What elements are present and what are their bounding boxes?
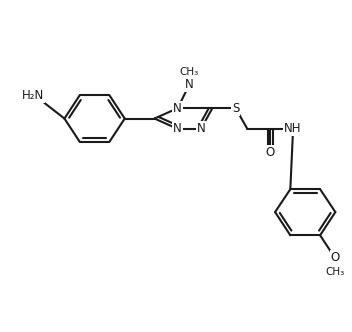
Text: N: N: [173, 102, 182, 115]
Text: CH₃: CH₃: [326, 267, 345, 277]
Text: O: O: [331, 251, 340, 264]
Text: O: O: [266, 146, 275, 159]
Text: N: N: [173, 123, 182, 135]
Text: NH: NH: [284, 123, 302, 135]
Text: N: N: [185, 78, 194, 91]
Text: N: N: [196, 123, 205, 135]
Text: S: S: [232, 102, 239, 115]
Text: H₂N: H₂N: [22, 89, 44, 102]
Text: CH₃: CH₃: [180, 67, 199, 77]
